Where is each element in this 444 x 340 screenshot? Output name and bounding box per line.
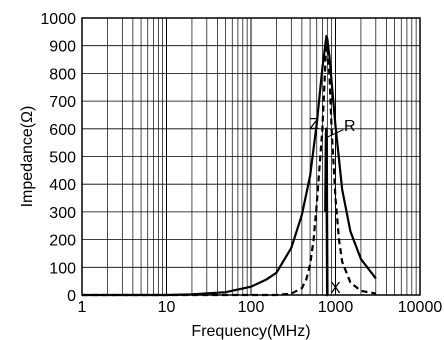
y-tick-label: 900	[49, 39, 76, 56]
y-tick-label: 800	[49, 66, 76, 83]
y-tick-label: 700	[49, 94, 76, 111]
tick-labels: 1 10 100 1000 10000 0 100 200 300 400 500 600 700 800…	[40, 11, 442, 316]
annotation-z: Z	[309, 116, 319, 133]
annotation-x: X	[330, 280, 341, 297]
annotation-r: R	[344, 118, 356, 135]
series-line-r	[82, 39, 377, 297]
series-line-z	[82, 34, 377, 297]
x-tick-label: 1	[78, 299, 87, 316]
annotations: Z R X	[309, 116, 355, 297]
y-tick-label: 600	[49, 122, 76, 139]
x-tick-label: 10	[158, 299, 176, 316]
y-tick-label: 300	[49, 205, 76, 222]
x-tick-label: 10000	[398, 299, 443, 316]
y-tick-label: 200	[49, 233, 76, 250]
y-tick-label: 0	[67, 288, 76, 305]
plot-frame	[81, 17, 421, 296]
y-tick-label: 400	[49, 177, 76, 194]
x-axis-label: Frequency(MHz)	[191, 323, 310, 340]
leader-line-r	[327, 129, 344, 138]
y-axis-label: Impedance(Ω)	[19, 106, 36, 208]
x-tick-label: 1000	[318, 299, 354, 316]
series-line-x	[324, 127, 329, 297]
grid	[81, 17, 420, 296]
y-tick-label: 500	[49, 150, 76, 167]
y-tick-label: 1000	[40, 11, 76, 28]
x-tick-label: 100	[238, 299, 265, 316]
y-tick-label: 100	[49, 260, 76, 277]
series-layer	[82, 34, 377, 297]
